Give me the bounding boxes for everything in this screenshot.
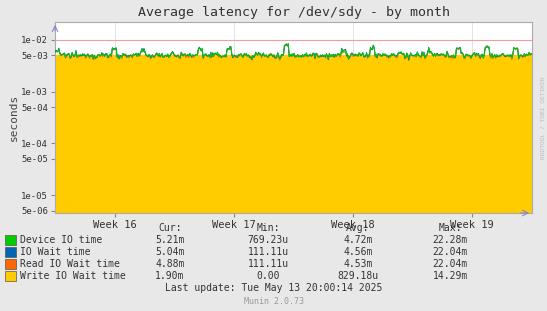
Text: 0.00: 0.00 (256, 271, 280, 281)
Text: 4.72m: 4.72m (344, 235, 373, 245)
Text: IO Wait time: IO Wait time (20, 247, 91, 257)
Text: Last update: Tue May 13 20:00:14 2025: Last update: Tue May 13 20:00:14 2025 (165, 283, 382, 293)
Text: Munin 2.0.73: Munin 2.0.73 (243, 297, 304, 306)
Text: 829.18u: 829.18u (337, 271, 379, 281)
Text: 22.28m: 22.28m (432, 235, 468, 245)
Text: Avg:: Avg: (346, 223, 370, 233)
Text: 1.90m: 1.90m (155, 271, 185, 281)
Text: 111.11u: 111.11u (247, 247, 289, 257)
Text: 5.21m: 5.21m (155, 235, 185, 245)
Y-axis label: seconds: seconds (8, 94, 19, 141)
Text: 22.04m: 22.04m (432, 247, 468, 257)
Text: RRDTOOL / TOBI OETIKER: RRDTOOL / TOBI OETIKER (540, 77, 546, 160)
Text: 769.23u: 769.23u (247, 235, 289, 245)
Text: Max:: Max: (438, 223, 462, 233)
Text: 22.04m: 22.04m (432, 259, 468, 269)
Text: Read IO Wait time: Read IO Wait time (20, 259, 120, 269)
Text: 4.56m: 4.56m (344, 247, 373, 257)
Title: Average latency for /dev/sdy - by month: Average latency for /dev/sdy - by month (137, 7, 450, 20)
Text: Min:: Min: (256, 223, 280, 233)
Text: 111.11u: 111.11u (247, 259, 289, 269)
Text: Device IO time: Device IO time (20, 235, 103, 245)
Text: 4.53m: 4.53m (344, 259, 373, 269)
Text: 14.29m: 14.29m (432, 271, 468, 281)
Text: Cur:: Cur: (158, 223, 182, 233)
Text: 4.88m: 4.88m (155, 259, 185, 269)
Text: Write IO Wait time: Write IO Wait time (20, 271, 126, 281)
Text: 5.04m: 5.04m (155, 247, 185, 257)
